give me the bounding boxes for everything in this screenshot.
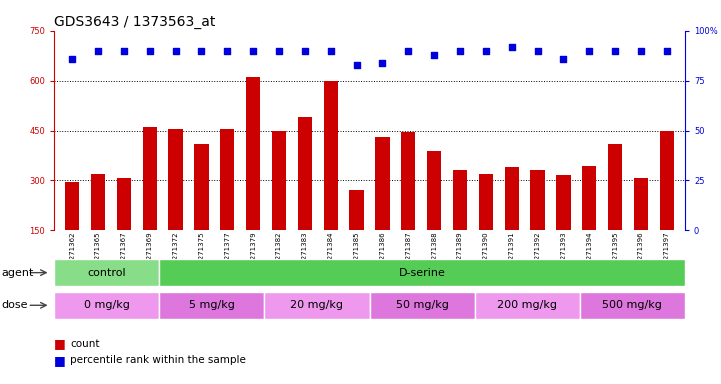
Point — [454, 48, 466, 54]
Point — [428, 51, 440, 58]
Point — [609, 48, 621, 54]
Text: agent: agent — [1, 268, 34, 278]
Text: dose: dose — [1, 300, 28, 310]
Bar — [272, 131, 286, 230]
Point — [480, 48, 492, 54]
Point — [325, 48, 337, 54]
Text: control: control — [87, 268, 126, 278]
Point — [195, 48, 207, 54]
Text: 50 mg/kg: 50 mg/kg — [396, 300, 448, 310]
Text: 5 mg/kg: 5 mg/kg — [189, 300, 235, 310]
Point — [299, 48, 311, 54]
Point — [532, 48, 544, 54]
Bar — [427, 151, 441, 230]
Bar — [91, 174, 105, 230]
Text: ■: ■ — [54, 337, 66, 350]
Point — [557, 56, 569, 62]
Point — [247, 48, 259, 54]
Bar — [582, 166, 596, 230]
Text: D-serine: D-serine — [399, 268, 446, 278]
Bar — [220, 129, 234, 230]
Point — [635, 48, 647, 54]
Bar — [557, 175, 570, 230]
Bar — [634, 178, 648, 230]
Text: ■: ■ — [54, 354, 66, 367]
Text: 500 mg/kg: 500 mg/kg — [603, 300, 663, 310]
Point — [402, 48, 414, 54]
Point — [170, 48, 182, 54]
Bar — [350, 190, 363, 230]
Bar — [608, 144, 622, 230]
Bar — [65, 182, 79, 230]
Point — [506, 44, 518, 50]
Bar — [169, 129, 182, 230]
Text: 20 mg/kg: 20 mg/kg — [291, 300, 343, 310]
Point — [661, 48, 673, 54]
Text: 0 mg/kg: 0 mg/kg — [84, 300, 130, 310]
Text: GDS3643 / 1373563_at: GDS3643 / 1373563_at — [54, 15, 216, 29]
Bar — [376, 137, 389, 230]
Bar — [143, 127, 157, 230]
Point — [221, 48, 233, 54]
Bar — [401, 132, 415, 230]
Bar — [479, 174, 493, 230]
Bar — [505, 167, 519, 230]
Text: count: count — [70, 339, 99, 349]
Point — [144, 48, 156, 54]
Bar — [324, 81, 338, 230]
Bar — [453, 170, 467, 230]
Point — [273, 48, 285, 54]
Point — [66, 56, 78, 62]
Point — [376, 60, 388, 66]
Text: percentile rank within the sample: percentile rank within the sample — [70, 355, 246, 365]
Bar — [246, 77, 260, 230]
Point — [118, 48, 130, 54]
Bar — [117, 178, 131, 230]
Point — [351, 61, 363, 68]
Bar — [531, 170, 544, 230]
Point — [583, 48, 595, 54]
Point — [92, 48, 104, 54]
Bar — [298, 117, 312, 230]
Bar — [195, 144, 208, 230]
Text: 200 mg/kg: 200 mg/kg — [497, 300, 557, 310]
Bar — [660, 131, 674, 230]
